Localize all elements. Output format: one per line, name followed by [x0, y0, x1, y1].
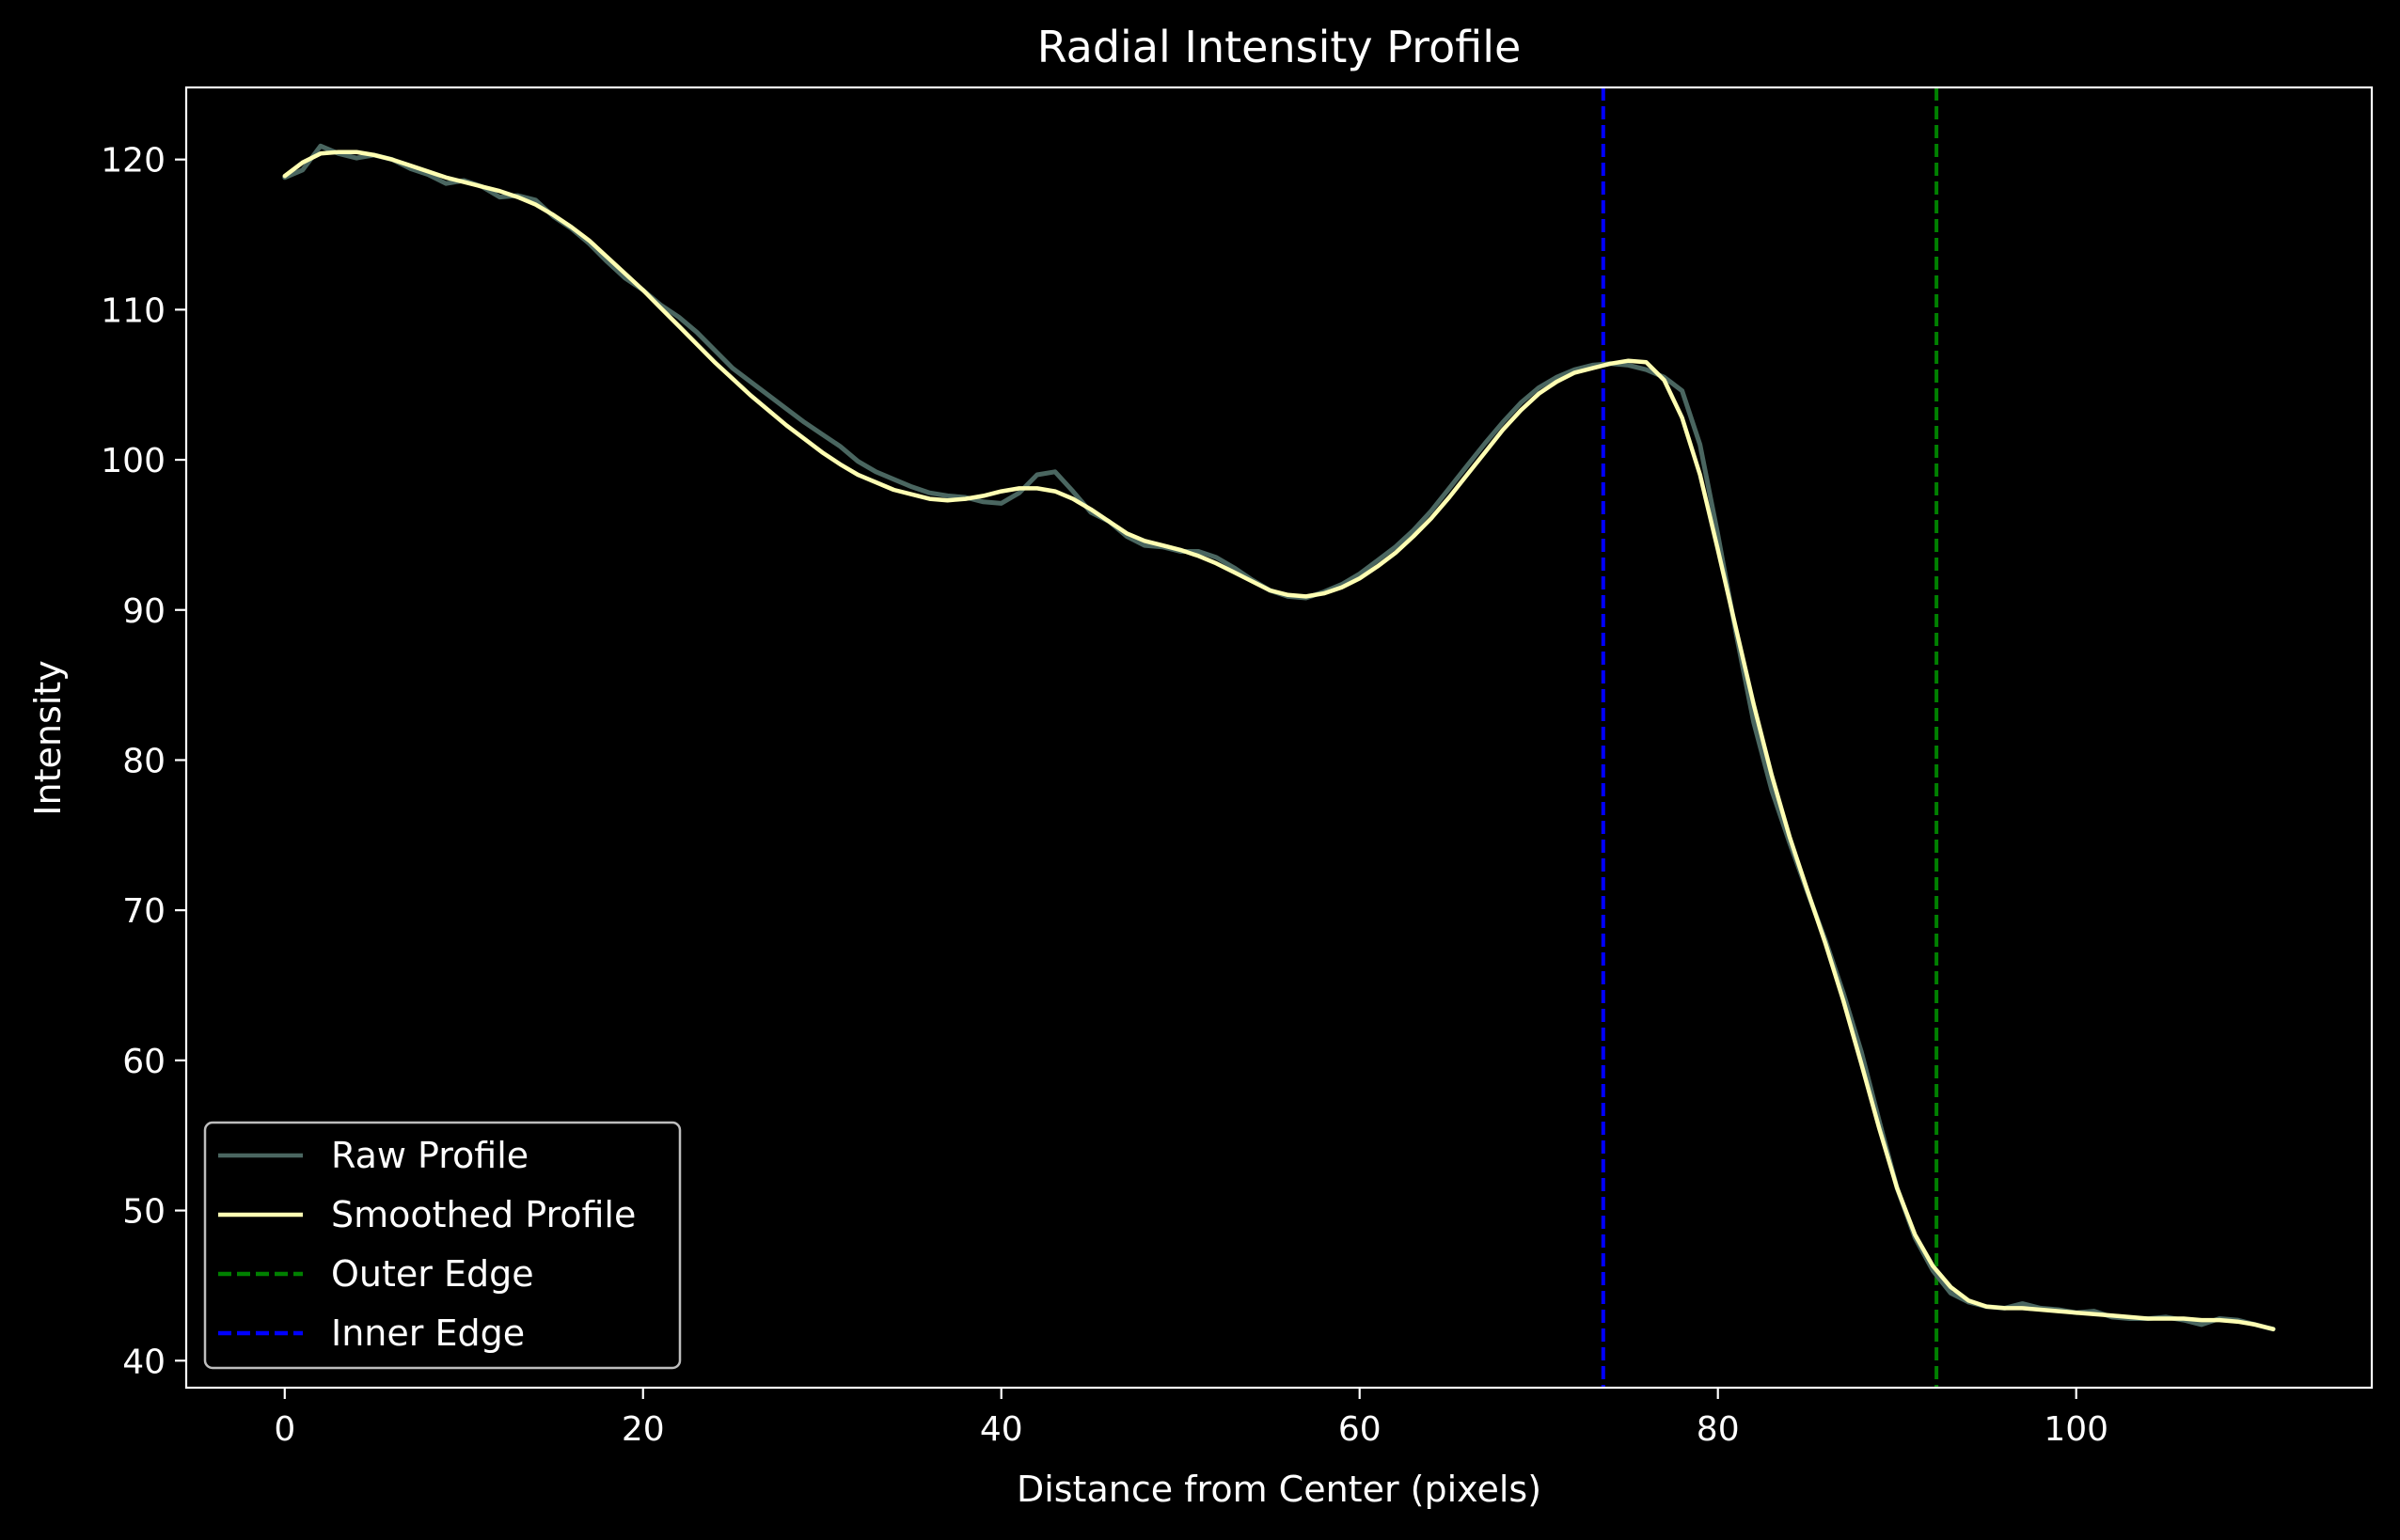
legend-label-raw-profile: Raw Profile: [331, 1135, 529, 1176]
y-tick-label: 60: [122, 1043, 166, 1081]
y-tick-label: 100: [101, 442, 166, 480]
legend-label-inner-edge: Inner Edge: [331, 1312, 525, 1354]
x-tick-label: 80: [1697, 1410, 1740, 1449]
series-layer: [282, 143, 2276, 1332]
x-axis-ticks: 0 20 40 60 80 100: [274, 1388, 2108, 1449]
x-axis-label: Distance from Center (pixels): [1017, 1469, 1541, 1510]
x-tick-label: 20: [622, 1410, 665, 1449]
y-tick-label: 40: [122, 1343, 166, 1381]
legend-label-outer-edge: Outer Edge: [331, 1253, 534, 1295]
y-tick-label: 50: [122, 1193, 166, 1232]
chart-title: Radial Intensity Profile: [1037, 22, 1522, 72]
x-tick-label: 100: [2044, 1410, 2108, 1449]
y-tick-label: 120: [101, 142, 166, 181]
x-tick-label: 40: [980, 1410, 1023, 1449]
plot-frame: [184, 86, 2374, 1390]
y-axis-ticks: 40 50 60 70 80 90 100 110 120: [101, 142, 186, 1381]
series-smoothed-profile: [282, 149, 2276, 1331]
reference-lines: [1601, 87, 1939, 1388]
x-tick-label: 60: [1338, 1410, 1382, 1449]
y-tick-label: 70: [122, 892, 166, 931]
y-axis-label: Intensity: [27, 660, 69, 815]
y-tick-label: 90: [122, 592, 166, 631]
legend-items: Raw Profile Smoothed Profile Outer Edge Inn…: [218, 1135, 636, 1354]
legend-label-smoothed-profile: Smoothed Profile: [331, 1194, 636, 1235]
legend-box: [203, 1121, 682, 1370]
x-tick-label: 0: [274, 1410, 295, 1449]
y-tick-label: 80: [122, 742, 166, 780]
legend: Raw Profile Smoothed Profile Outer Edge Inn…: [203, 1121, 682, 1370]
y-tick-label: 110: [101, 291, 166, 330]
